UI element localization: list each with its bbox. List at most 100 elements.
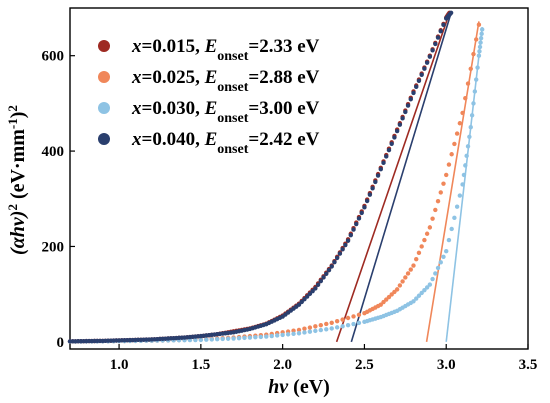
data-point	[373, 179, 378, 185]
data-point	[225, 336, 231, 341]
data-point	[414, 84, 419, 90]
data-point	[264, 334, 269, 339]
data-point	[479, 31, 484, 37]
legend-marker	[98, 102, 110, 114]
data-point	[334, 255, 340, 261]
y-axis-title-sup1: 2	[5, 204, 20, 211]
data-point	[345, 238, 351, 243]
data-point	[449, 226, 454, 232]
data-point	[452, 215, 457, 221]
data-point	[472, 89, 478, 94]
data-point	[414, 256, 419, 262]
data-point	[356, 216, 362, 221]
data-point	[321, 275, 326, 280]
data-point	[433, 41, 438, 47]
data-point	[446, 162, 452, 167]
data-point	[302, 326, 307, 331]
data-point	[296, 302, 302, 307]
data-point	[340, 324, 345, 329]
data-point	[422, 287, 427, 293]
data-point	[247, 335, 253, 340]
fit-lines	[335, 12, 483, 343]
data-point	[468, 125, 473, 130]
fit-line	[350, 12, 452, 343]
data-point	[359, 210, 364, 216]
fit-line	[335, 12, 451, 343]
data-point	[449, 152, 454, 157]
y-axis-title-sup3: 2	[5, 105, 20, 112]
data-point	[438, 190, 443, 195]
data-point	[478, 40, 483, 45]
data-point	[386, 147, 392, 153]
x-tick-label: 1.0	[110, 357, 129, 373]
data-point	[444, 172, 449, 178]
data-point	[403, 275, 408, 280]
data-point	[231, 336, 236, 341]
x-tick-label: 2.5	[355, 357, 374, 373]
data-point	[302, 297, 307, 302]
y-tick-label: 400	[42, 144, 65, 160]
plot-frame	[69, 7, 529, 350]
data-point	[340, 317, 345, 322]
data-point	[315, 282, 321, 287]
data-point	[307, 325, 313, 330]
data-point	[457, 121, 463, 126]
data-point	[351, 314, 356, 319]
data-point	[291, 331, 296, 337]
data-point	[348, 232, 353, 238]
data-point	[187, 337, 193, 343]
y-axis-title: (αhν)2 (eV·mm-1)2	[5, 105, 30, 255]
x-tick-label: 2.0	[273, 357, 292, 373]
data-point	[430, 276, 435, 282]
data-point	[378, 167, 383, 172]
legend-x-value: =0.025,	[142, 67, 205, 88]
data-point	[400, 279, 405, 284]
data-point	[408, 267, 413, 272]
data-point	[367, 192, 373, 197]
legend-onset-sub: onset	[217, 111, 248, 126]
data-point	[405, 103, 411, 108]
data-point	[427, 282, 433, 287]
data-point	[334, 325, 340, 330]
data-point	[337, 251, 343, 256]
data-point	[478, 36, 484, 41]
data-point	[419, 244, 424, 249]
legend-marker	[98, 71, 110, 83]
ticks: 1.0 1.5 2.0 2.5 3.0 3.5 0 200 400 600	[42, 49, 538, 373]
legend-x-value: =0.030,	[142, 98, 205, 119]
data-point	[299, 299, 304, 305]
data-point	[441, 181, 446, 186]
data-point	[463, 163, 468, 168]
data-point	[389, 141, 394, 146]
legend: x=0.015, Eonset=2.33 eVx=0.025, Eonset=2…	[98, 36, 320, 157]
legend-onset-sub: onset	[217, 80, 248, 95]
data-point	[438, 29, 443, 34]
data-point	[457, 193, 463, 198]
data-point	[318, 322, 324, 328]
data-point	[471, 101, 476, 106]
data-point	[329, 326, 334, 331]
data-point	[430, 216, 435, 221]
legend-e: E	[204, 67, 218, 88]
data-point	[414, 296, 419, 301]
data-point	[215, 337, 220, 342]
data-point	[291, 328, 296, 333]
data-point	[411, 263, 416, 268]
data-point	[285, 332, 291, 337]
data-point	[452, 141, 457, 147]
legend-e: E	[204, 36, 218, 57]
data-point	[329, 320, 334, 325]
data-point	[356, 312, 362, 318]
legend-x: x	[131, 98, 142, 119]
legend-x-value: =0.015,	[142, 36, 205, 57]
fit-line	[425, 21, 480, 342]
legend-x: x	[131, 67, 142, 88]
data-point	[469, 113, 475, 118]
data-point	[424, 285, 430, 290]
data-point	[334, 318, 340, 324]
data-point	[454, 204, 460, 209]
data-point	[332, 260, 337, 265]
data-point	[477, 44, 483, 50]
data-point	[460, 110, 465, 116]
y-axis-title-open: (αhν)	[7, 211, 29, 255]
